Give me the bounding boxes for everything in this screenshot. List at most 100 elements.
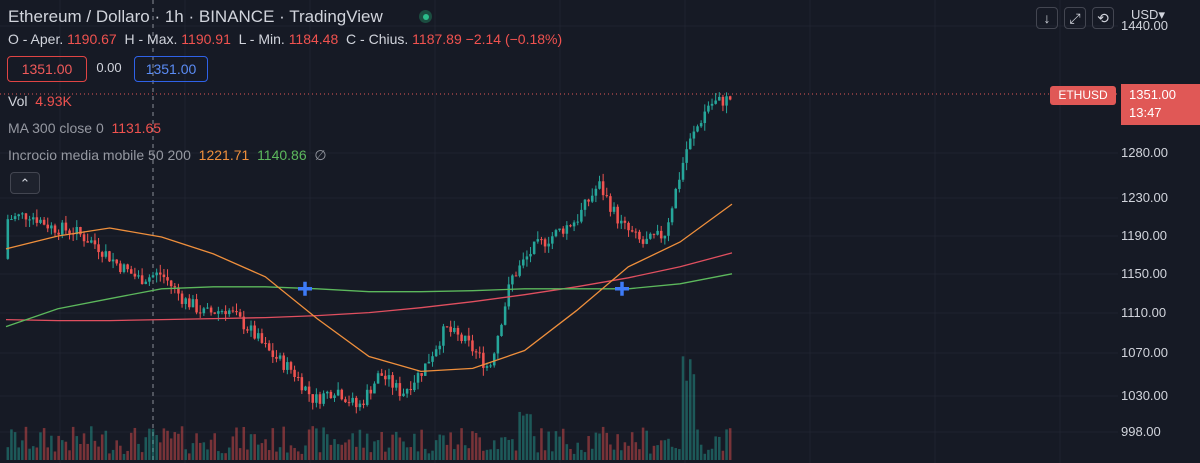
candle-body [177, 287, 180, 294]
candle-body [438, 345, 442, 350]
candle-body [649, 233, 652, 239]
volume-bar [180, 426, 184, 460]
candle-body [293, 369, 296, 377]
candle-body [242, 316, 246, 330]
volume-bar [13, 432, 17, 460]
market-open-indicator [419, 10, 432, 23]
volume-bar [598, 433, 601, 460]
candle-body [108, 251, 111, 262]
ma-cross-legend[interactable]: Incrocio media mobile 50 200 1221.71 114… [8, 147, 327, 164]
candle-body [173, 286, 177, 288]
reset-button[interactable]: ⟲ [1092, 7, 1114, 29]
volume-bar [347, 439, 351, 460]
candle-body [151, 275, 155, 278]
candle-body [442, 326, 445, 346]
volume-value: 4.93K [35, 93, 72, 109]
candle-body [554, 230, 558, 237]
volume-bar [710, 448, 714, 460]
candle-body [478, 352, 481, 354]
candle-body [663, 235, 667, 239]
candle-body [188, 298, 191, 308]
volume-bar [670, 446, 674, 460]
candle-body [93, 240, 97, 245]
price-tick: 1230.00 [1121, 190, 1168, 205]
volume-bar [463, 445, 467, 460]
candle-body [166, 277, 169, 281]
ma-cross-fast-line [5, 203, 733, 373]
price-tick: 998.00 [1121, 424, 1161, 439]
candle-body [590, 195, 594, 202]
volume-bar [6, 447, 10, 460]
volume-bar [728, 428, 732, 460]
volume-legend[interactable]: Vol 4.93K [8, 93, 72, 109]
volume-bar [133, 427, 137, 460]
volume-bar [630, 432, 634, 460]
candle-body [525, 256, 529, 260]
candle-body [623, 220, 627, 223]
volume-bar [304, 445, 307, 460]
candle-body [90, 240, 93, 243]
volume-bar [227, 447, 231, 460]
candle-body [79, 227, 82, 235]
candle-body [728, 96, 732, 100]
volume-bar [71, 426, 75, 460]
candle-body [511, 275, 514, 285]
volume-bar [162, 428, 166, 460]
volume-bar [264, 439, 267, 460]
volume-bar [286, 452, 289, 460]
volume-bar [652, 445, 656, 460]
candle-body [587, 199, 590, 202]
candle-body [286, 362, 289, 370]
volume-bar [561, 428, 565, 460]
price-tick: 1280.00 [1121, 145, 1168, 160]
price-tick: 1030.00 [1121, 388, 1168, 403]
candle-body [129, 269, 133, 274]
candle-body [387, 375, 391, 380]
chart-title: Ethereum / Dollaro · 1h · BINANCE · Trad… [8, 7, 383, 26]
volume-bar [558, 436, 561, 460]
volume-bar [667, 438, 670, 460]
candle-body [209, 307, 213, 313]
low-value: 1184.48 [288, 31, 339, 47]
volume-bar [634, 442, 638, 460]
ma-legend[interactable]: MA 300 close 0 1131.65 [8, 120, 161, 136]
reset-icon: ⟲ [1097, 10, 1109, 26]
candle-body [685, 149, 688, 163]
candle-body [423, 363, 427, 376]
currency-selector[interactable]: USD▾ [1131, 7, 1165, 22]
candle-body [97, 244, 100, 253]
candle-body [322, 393, 325, 404]
volume-bar [413, 433, 416, 460]
sell-button[interactable]: 1351.00 [7, 56, 87, 82]
volume-bar [442, 435, 445, 460]
volume-bar [612, 449, 616, 460]
volume-bar [551, 451, 554, 460]
candle-body [315, 394, 318, 403]
candle-body [296, 376, 300, 378]
candle-body [500, 324, 503, 336]
volume-bar [126, 450, 129, 460]
candle-body [53, 225, 57, 233]
price-axis[interactable] [1118, 0, 1200, 463]
price-tick: 1150.00 [1121, 266, 1168, 281]
volume-bar [60, 440, 64, 460]
volume-bar [39, 432, 42, 460]
candle-body [405, 388, 409, 394]
arrow-down-icon: ↓ [1043, 10, 1051, 26]
volume-bar [663, 440, 667, 460]
volume-bar [681, 356, 685, 460]
volume-bar [699, 444, 703, 460]
price-chart[interactable] [0, 0, 1118, 463]
hidden-icon[interactable]: ∅ [314, 147, 327, 163]
volume-bar [144, 437, 148, 460]
ma-cross-slow-line [5, 273, 733, 328]
candle-body [536, 239, 540, 242]
buy-button[interactable]: 1351.00 [134, 56, 208, 82]
scroll-down-button[interactable]: ↓ [1036, 7, 1058, 29]
volume-bar [238, 448, 242, 460]
volume-bar [532, 436, 536, 460]
candle-body [576, 221, 579, 223]
candle-body [699, 123, 703, 127]
collapse-legend-button[interactable]: ⌃ [10, 172, 40, 194]
expand-button[interactable]: ⤢ [1064, 7, 1086, 29]
